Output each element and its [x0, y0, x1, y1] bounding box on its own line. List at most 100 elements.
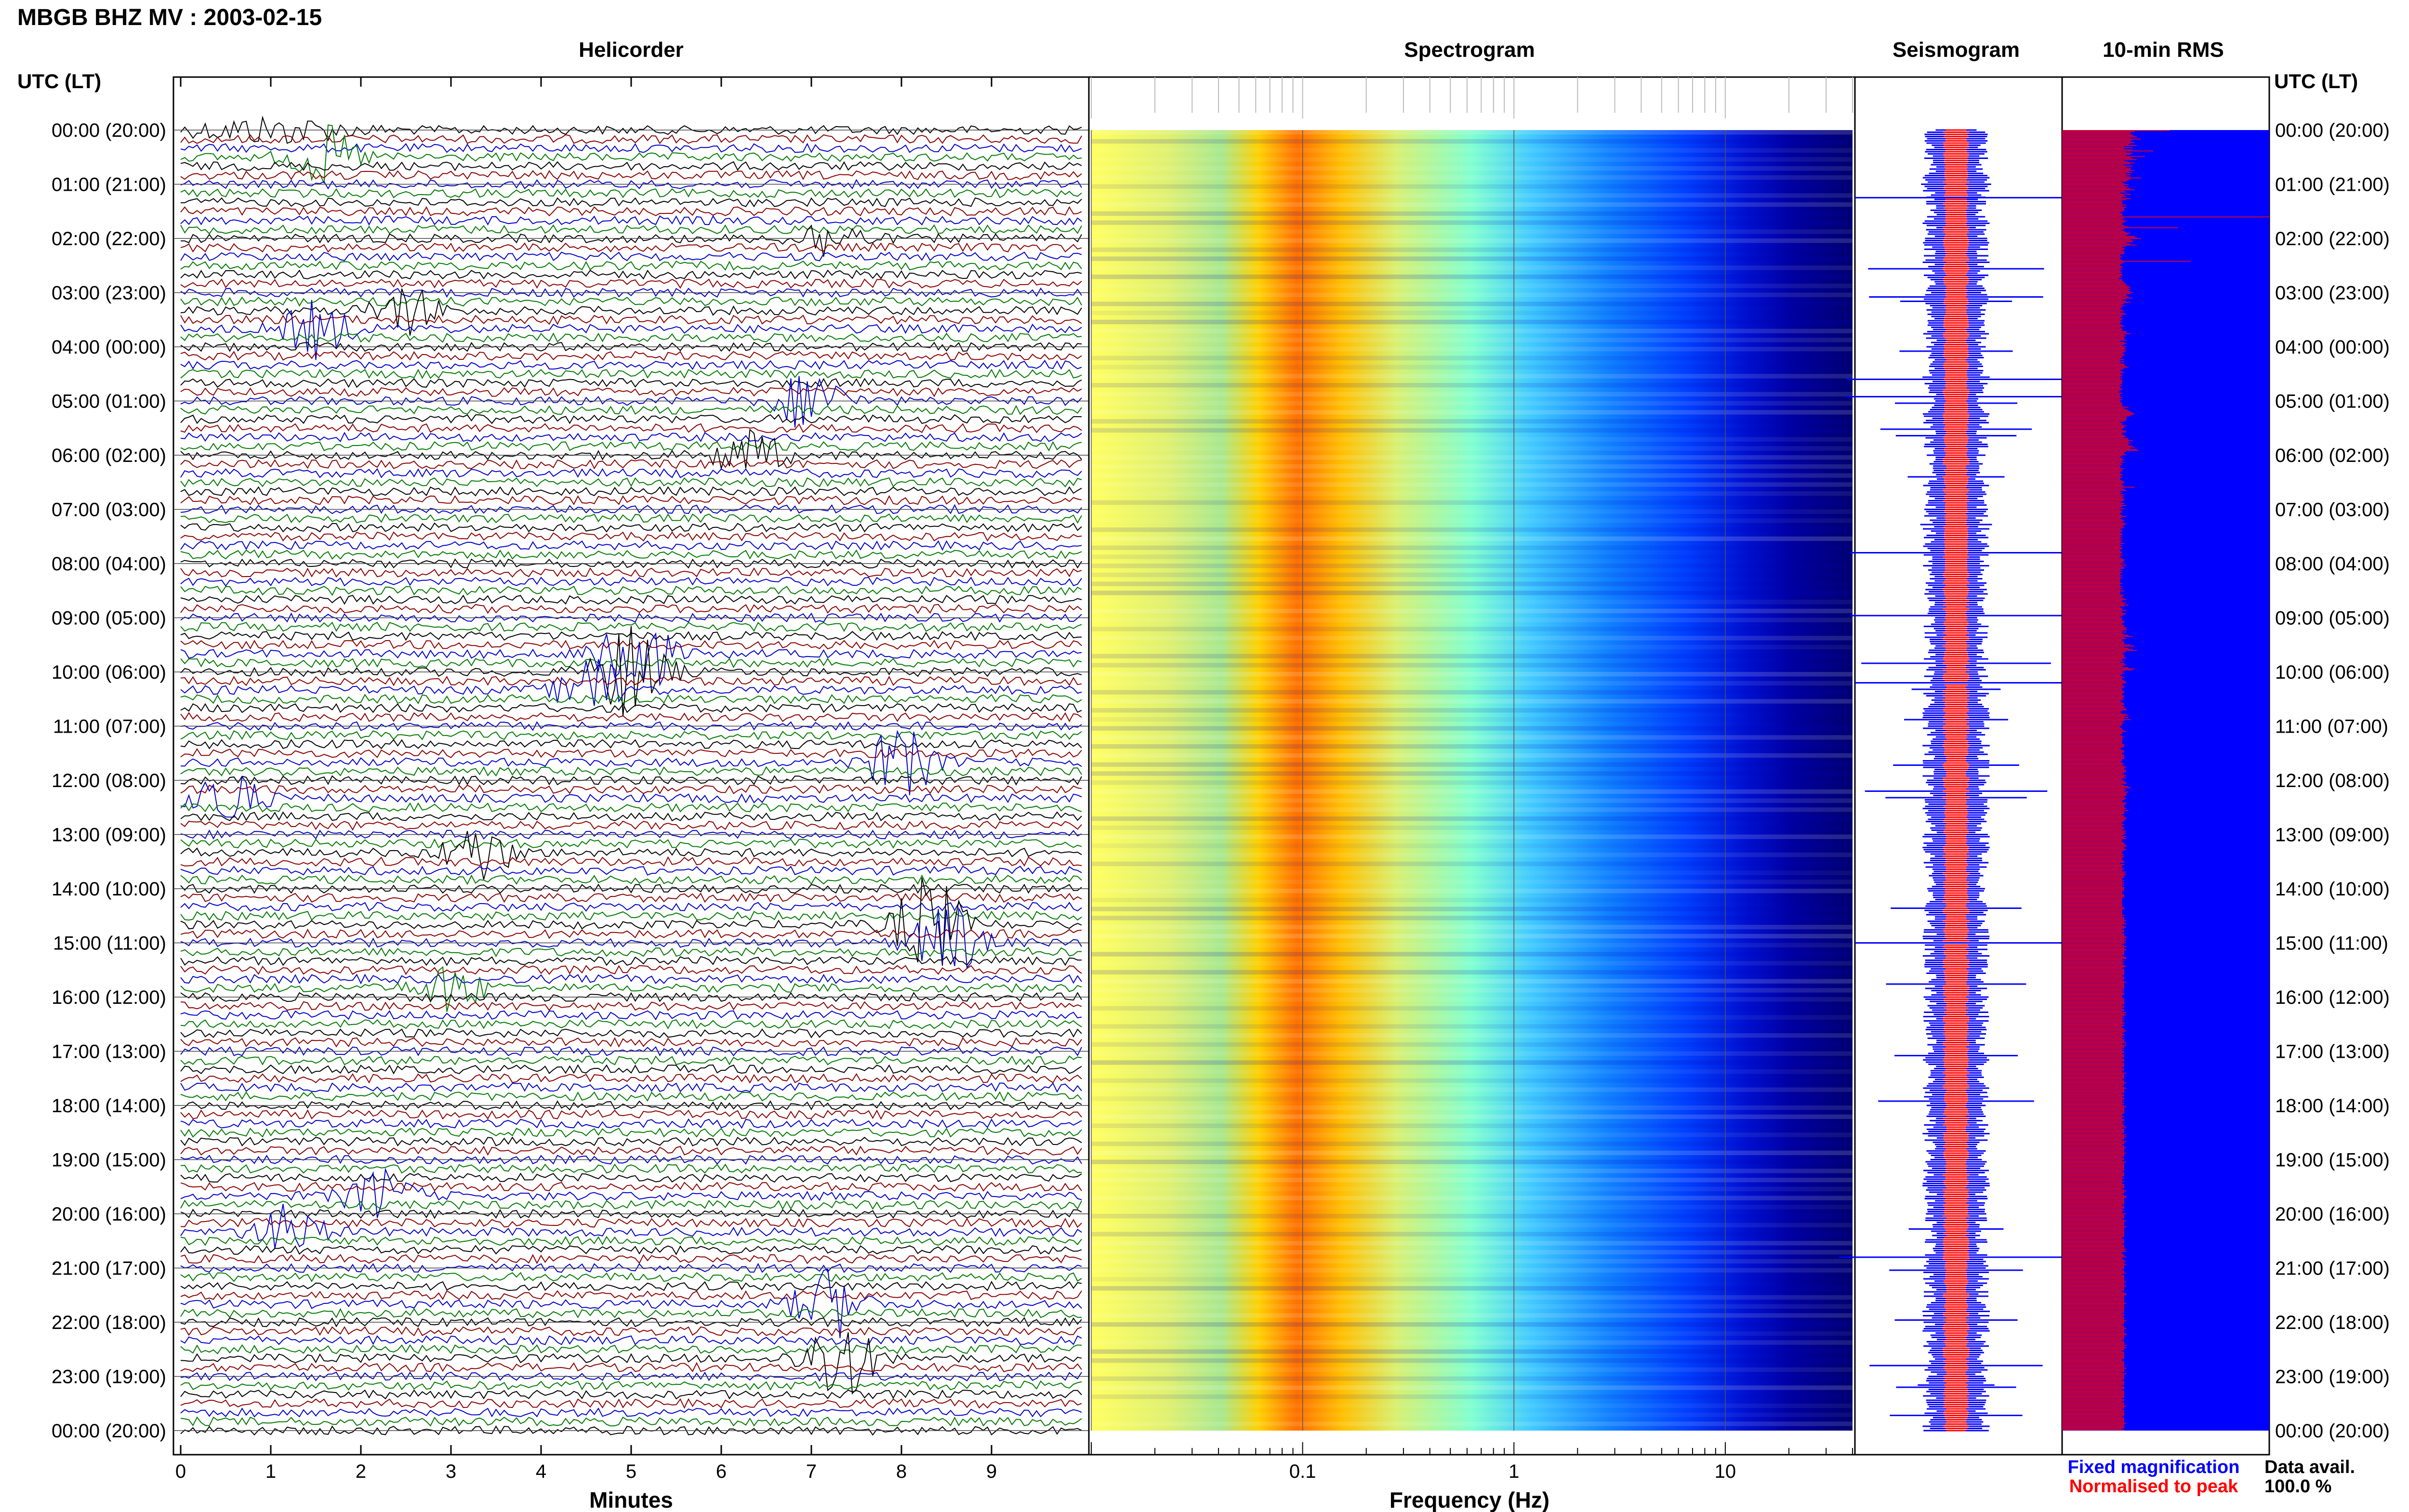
helicorder-trace [180, 531, 1082, 542]
rms-bar [2062, 1089, 2124, 1090]
rms-bar [2062, 228, 2124, 229]
rms-bar [2062, 163, 2131, 165]
rms-bar [2062, 1034, 2124, 1035]
rms-bar [2062, 1398, 2122, 1399]
helicorder-trace [180, 739, 1082, 749]
rms-bar [2062, 194, 2131, 195]
spectrogram-texture-row [1091, 1304, 1853, 1309]
rms-bar [2062, 306, 2122, 307]
rms-bar [2062, 738, 2122, 740]
rms-bar [2062, 1376, 2124, 1378]
rms-bar [2062, 1370, 2124, 1371]
rms-bar [2062, 659, 2122, 661]
rms-bar [2062, 782, 2127, 783]
spectrogram-texture-row [1091, 482, 1853, 487]
rms-bar [2062, 323, 2120, 325]
rms-bar [2062, 1082, 2127, 1083]
rms-bar [2062, 570, 2122, 571]
helicorder-trace [180, 296, 1082, 307]
rms-bar [2062, 1156, 2124, 1157]
helicorder-trace [180, 513, 1082, 524]
rms-bar [2062, 1349, 2124, 1351]
rms-bar [2062, 416, 2127, 418]
rms-bar [2062, 872, 2124, 874]
rms-bar [2062, 1172, 2124, 1173]
rms-bar [2062, 625, 2124, 626]
rms-bar [2062, 532, 2120, 533]
rms-bar [2062, 427, 2124, 428]
rms-bar [2062, 595, 2124, 596]
rms-bar [2062, 425, 2127, 426]
rms-bar [2062, 410, 2129, 411]
rms-bar [2062, 242, 2127, 243]
rms-bar [2062, 1050, 2122, 1051]
rms-bar [2062, 289, 2131, 290]
rms-bar [2062, 503, 2124, 504]
rms-bar [2062, 1119, 2124, 1120]
rms-bar [2062, 583, 2122, 584]
rms-bar [2062, 927, 2127, 928]
spectrogram-texture-row [1091, 825, 1853, 830]
rms-bar [2062, 511, 2122, 512]
rms-bar [2062, 1100, 2122, 1101]
rms-bar [2062, 1193, 2124, 1194]
rms-bar [2062, 1079, 2122, 1080]
rms-bar [2062, 675, 2120, 676]
rms-bar [2062, 1277, 2124, 1278]
rms-bar [2062, 466, 2120, 467]
rms-bar [2062, 721, 2122, 723]
rms-bar [2062, 1104, 2122, 1105]
rms-bar [2062, 1180, 2122, 1181]
time-label-right: 11:00 (07:00) [2275, 716, 2388, 737]
spectrogram-texture-row [1091, 681, 1853, 686]
rms-bar [2062, 145, 2137, 146]
helicorder-trace [180, 1118, 1082, 1129]
rms-bar [2062, 835, 2122, 836]
rms-bar [2062, 204, 2127, 206]
rms-bar [2062, 476, 2120, 477]
rms-bar [2062, 787, 2131, 789]
rms-bar [2062, 424, 2122, 425]
rms-bar [2062, 504, 2122, 505]
rms-bar [2062, 385, 2122, 386]
rms-bar [2062, 1107, 2124, 1108]
rms-bar [2062, 1150, 2124, 1152]
rms-bar [2062, 823, 2122, 824]
spectrogram-texture-row [1091, 627, 1853, 631]
spectrogram-texture-row [1091, 591, 1853, 595]
rms-bar [2062, 910, 2122, 912]
spectrogram-texture-row [1091, 1006, 1853, 1011]
helicorder-trace [180, 1136, 1082, 1147]
rms-bar [2062, 1126, 2124, 1127]
rms-bar [2062, 167, 2127, 168]
helicorder-trace [180, 197, 1082, 208]
rms-bar [2062, 774, 2124, 776]
rms-bar [2062, 374, 2122, 375]
rms-bar [2062, 1228, 2124, 1229]
helicorder-trace [180, 902, 1082, 912]
rms-bar [2062, 355, 2124, 356]
rms-bar [2062, 288, 2129, 289]
rms-bar [2062, 1384, 2124, 1385]
rms-bar [2062, 1393, 2124, 1394]
spectrogram-texture-row [1091, 1349, 1853, 1354]
rms-bar [2062, 485, 2122, 486]
time-label-right: 15:00 (11:00) [2275, 933, 2388, 954]
rms-bar [2062, 1238, 2122, 1239]
helicorder-trace [180, 188, 1082, 198]
spectrogram-texture-row [1091, 672, 1853, 677]
rms-bar [2062, 240, 2133, 241]
rms-bar [2062, 842, 2124, 843]
helicorder-trace [180, 1389, 1082, 1400]
rms-bar [2062, 1143, 2124, 1144]
rms-bar [2062, 993, 2124, 994]
seismogram-normalised-trace [1943, 129, 1970, 1432]
rms-bar [2062, 1239, 2124, 1240]
rms-bar [2062, 295, 2127, 296]
rms-bar [2062, 641, 2124, 643]
helicorder-trace [180, 287, 1082, 298]
time-label-right: 14:00 (10:00) [2275, 879, 2390, 900]
rms-bar [2062, 529, 2120, 530]
rms-bar [2062, 1334, 2127, 1335]
rms-bar [2062, 146, 2124, 147]
